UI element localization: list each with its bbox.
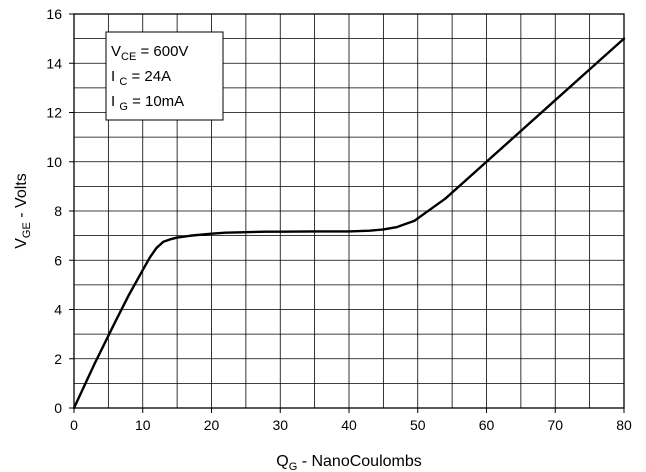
- y-tick-label: 16: [46, 6, 62, 22]
- conditions-box-frame: [105, 31, 224, 121]
- y-tick-label: 10: [46, 154, 62, 170]
- y-axis-ticks: 0 2 4 6 8 10 12 14 16: [46, 6, 74, 416]
- y-tick-label: 12: [46, 105, 62, 121]
- y-tick-label: 8: [54, 203, 62, 219]
- condition-ig: I G = 10mA: [111, 93, 184, 113]
- x-tick-label: 40: [341, 417, 357, 433]
- y-tick-label: 4: [54, 302, 62, 318]
- condition-ic: I C = 24A: [111, 68, 171, 88]
- x-tick-label: 30: [272, 417, 288, 433]
- x-tick-label: 70: [547, 417, 563, 433]
- conditions-box: VCE = 600V I C = 24A I G = 10mA: [105, 31, 224, 121]
- y-tick-label: 6: [54, 252, 62, 268]
- y-axis-title: VGE - Volts: [13, 173, 33, 248]
- y-tick-label: 0: [54, 400, 62, 416]
- x-axis-title: QG - NanoCoulombs: [276, 453, 422, 472]
- y-tick-label: 14: [46, 55, 62, 71]
- grid: [74, 14, 624, 408]
- condition-vce: VCE = 600V: [111, 43, 188, 63]
- y-tick-label: 2: [54, 351, 62, 367]
- series-layer: [72, 37, 626, 410]
- x-tick-label: 50: [410, 417, 426, 433]
- x-tick-label: 10: [135, 417, 151, 433]
- x-tick-label: 0: [70, 417, 78, 433]
- x-tick-label: 20: [204, 417, 220, 433]
- x-tick-label: 80: [616, 417, 632, 433]
- x-tick-label: 60: [479, 417, 495, 433]
- series-line: [72, 37, 626, 410]
- x-axis-ticks: 0 10 20 30 40 50 60 70 80: [70, 408, 632, 433]
